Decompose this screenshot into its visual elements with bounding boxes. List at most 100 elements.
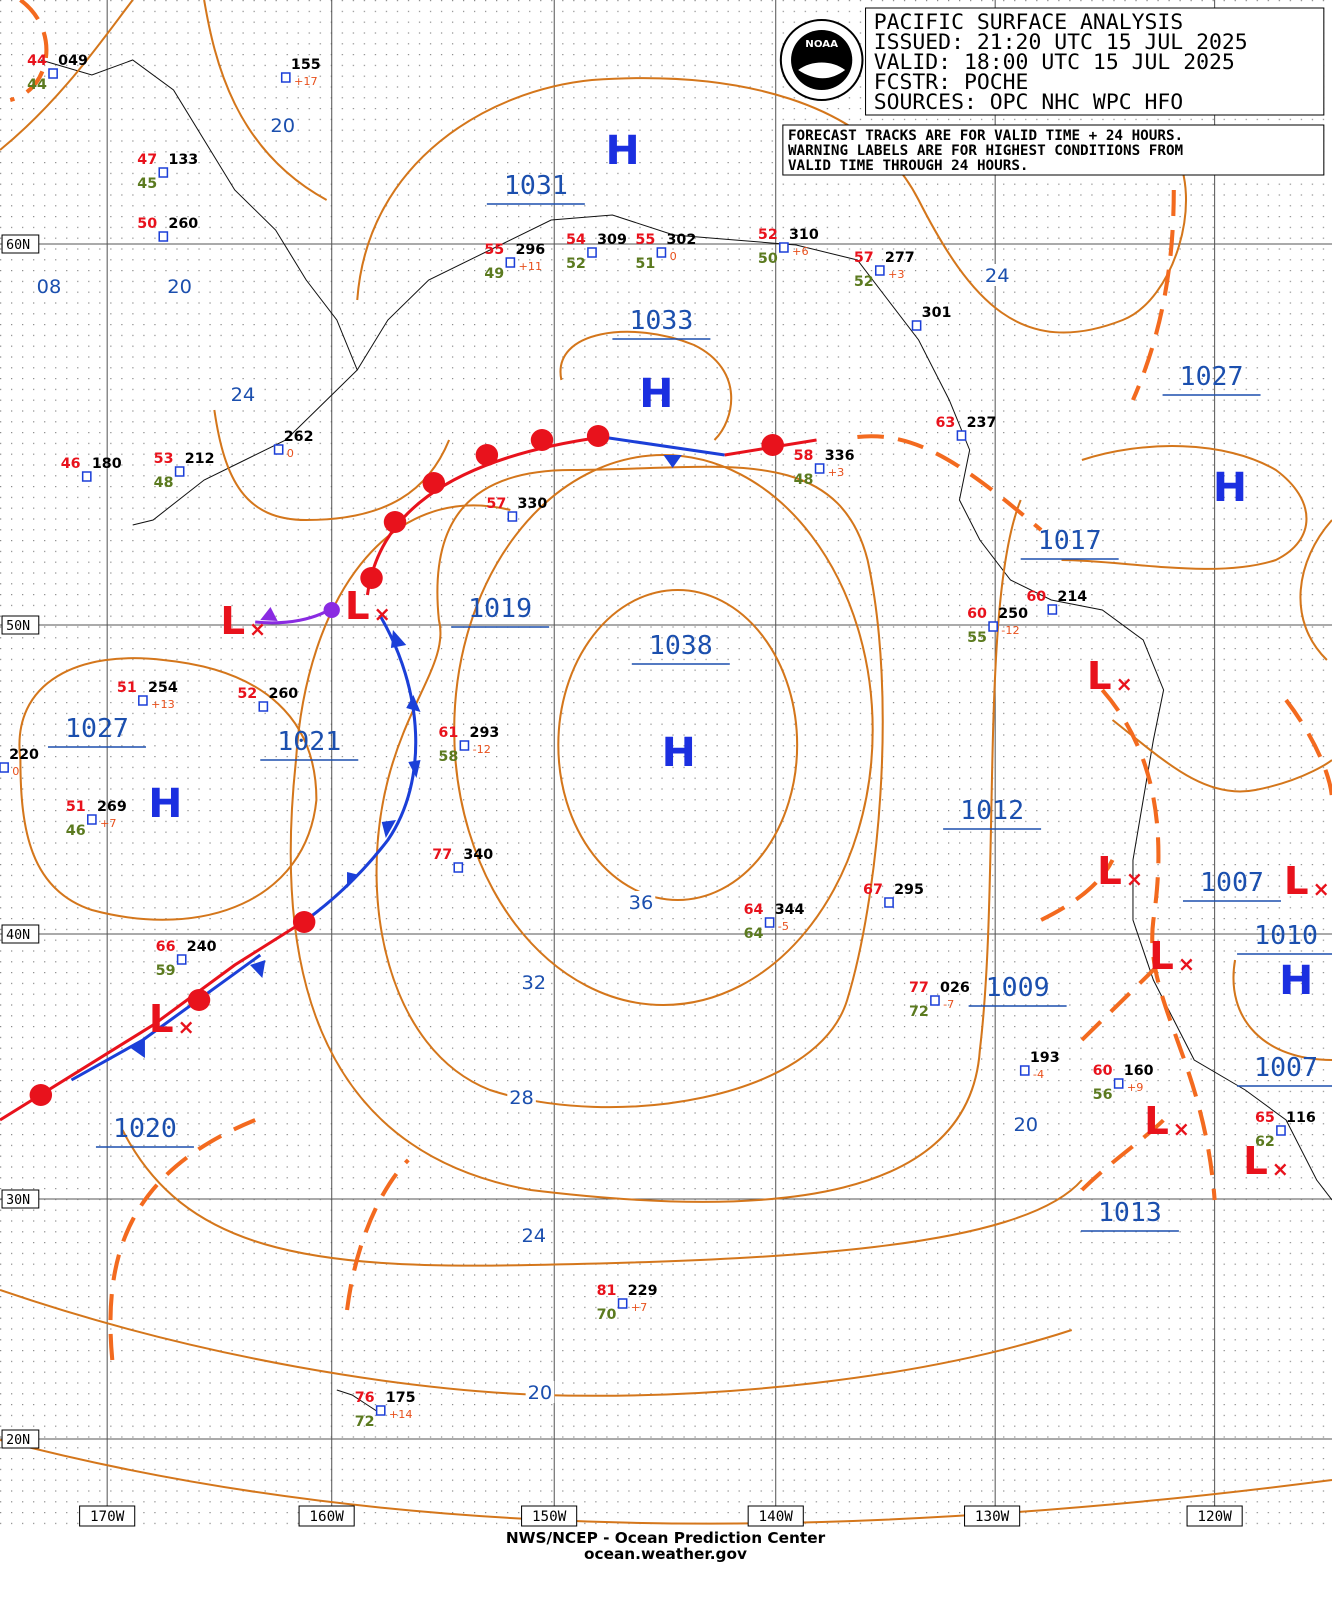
station-marker — [911, 320, 922, 331]
temperature: 63 — [935, 415, 955, 431]
station-marker — [874, 265, 885, 276]
central-pressure: 1020 — [113, 1114, 177, 1144]
note-line: VALID TIME THROUGH 24 HOURS. — [788, 158, 1029, 174]
pressure-tendency: +13 — [151, 698, 175, 711]
pressure-code: 175 — [386, 1390, 416, 1406]
station-marker — [1113, 1078, 1124, 1089]
station-marker — [158, 231, 169, 242]
central-pressure: 1007 — [1200, 868, 1264, 898]
high-symbol: H — [639, 369, 673, 417]
temperature: 51 — [66, 799, 86, 815]
footer-line: ocean.weather.gov — [584, 1545, 747, 1563]
temperature: 44 — [27, 53, 47, 69]
isobar-label: 20 — [270, 114, 295, 137]
longitude-box — [964, 1505, 1021, 1527]
pressure-tendency: 0 — [287, 447, 294, 460]
station-marker — [884, 897, 894, 908]
station-marker — [956, 430, 967, 441]
fronts — [0, 425, 817, 1122]
dewpoint: 45 — [137, 176, 157, 192]
pressure-code: 220 — [9, 747, 39, 763]
header-title: PACIFIC SURFACE ANALYSIS — [874, 10, 1183, 35]
dewpoint: 55 — [967, 630, 987, 646]
temperature: 66 — [156, 939, 176, 955]
pressure-tendency: 0 — [670, 250, 677, 263]
latitude-box — [1, 924, 40, 944]
high-symbol: H — [148, 779, 182, 827]
isobar-label: 20 — [528, 1381, 553, 1404]
note: FORECAST TRACKS ARE FOR VALID TIME + 24 … — [788, 128, 1183, 174]
pressure-code: 049 — [58, 53, 88, 69]
central-pressure: 1033 — [629, 306, 693, 336]
low-x: × — [1178, 952, 1195, 976]
low-symbol: L — [345, 584, 370, 629]
pressure-code: 310 — [789, 227, 819, 243]
longitude-box — [521, 1505, 578, 1527]
dewpoint: 46 — [66, 823, 86, 839]
temperature: 57 — [854, 250, 874, 266]
valid: VALID: 18:00 UTC 15 JUL 2025 — [874, 50, 1235, 75]
station-marker — [988, 621, 998, 632]
temperature: 55 — [484, 242, 504, 258]
sources: SOURCES: OPC NHC WPC HFO — [874, 90, 1183, 115]
isobar-label-bg — [519, 971, 549, 993]
pressure-code: 260 — [268, 686, 298, 702]
temperature: 55 — [635, 232, 655, 248]
pressure-tendency: +14 — [389, 1408, 413, 1421]
longitude-label: 160W — [309, 1509, 344, 1525]
central-pressure: 1027 — [65, 714, 129, 744]
station-marker — [375, 1405, 386, 1416]
temperature: 60 — [1026, 589, 1046, 605]
pressure-code: 026 — [940, 980, 970, 996]
pressure-code: 260 — [168, 216, 198, 232]
pressure-tendency: +9 — [1127, 1081, 1144, 1094]
temperature: 60 — [967, 606, 987, 622]
longitude-label: 140W — [759, 1509, 794, 1525]
pressure-tendency: +17 — [294, 75, 318, 88]
temperature: 54 — [566, 232, 586, 248]
station-marker — [174, 466, 185, 477]
latitude-label: 20N — [6, 1433, 30, 1448]
pressure-code: 296 — [515, 242, 545, 258]
isobar-label-bg — [507, 1086, 536, 1108]
pressure-tendency: +6 — [792, 245, 809, 258]
pressure-code: 240 — [187, 939, 217, 955]
isobar-label-bg — [525, 1381, 555, 1403]
station-marker — [280, 72, 291, 83]
isobar-label: 24 — [521, 1224, 546, 1247]
central-pressure: 1007 — [1254, 1053, 1318, 1083]
temperature: 47 — [137, 152, 157, 168]
pressure-code: 254 — [148, 680, 178, 696]
station-marker — [764, 917, 775, 928]
station-marker — [87, 814, 97, 825]
temperature: 77 — [432, 847, 452, 863]
footer-line: NWS/NCEP - Ocean Prediction Center — [506, 1529, 826, 1547]
low-x: × — [1126, 867, 1143, 891]
temperature: 60 — [1093, 1063, 1113, 1079]
latitude-box — [1, 234, 40, 254]
isobar-label: 32 — [521, 971, 546, 994]
central-pressure: 1021 — [277, 727, 341, 757]
station-marker — [779, 242, 789, 253]
logo-inner — [791, 30, 853, 90]
low-symbol: L — [1149, 934, 1174, 979]
graticule — [0, 0, 1332, 1510]
pressure-code: 344 — [775, 902, 805, 918]
pressure-code: 229 — [628, 1283, 658, 1299]
temperature: 57 — [486, 496, 506, 512]
temperature: 67 — [863, 882, 883, 898]
credits: NWS/NCEP - Ocean Prediction Center ocean… — [506, 1529, 826, 1563]
pressure-code: 133 — [168, 152, 198, 168]
longitude-box — [1186, 1505, 1243, 1527]
isobar-label-bg — [982, 264, 1012, 286]
temperature: 65 — [1255, 1110, 1275, 1126]
low-x: × — [249, 617, 266, 641]
isobar-label: 24 — [231, 383, 256, 406]
isobar-label: 08 — [37, 275, 62, 298]
central-pressure: 1027 — [1180, 362, 1244, 392]
high-symbol: H — [662, 728, 696, 776]
pressure-tendency: 0 — [12, 765, 19, 778]
note-box — [782, 124, 1325, 176]
station-marker — [930, 995, 940, 1006]
